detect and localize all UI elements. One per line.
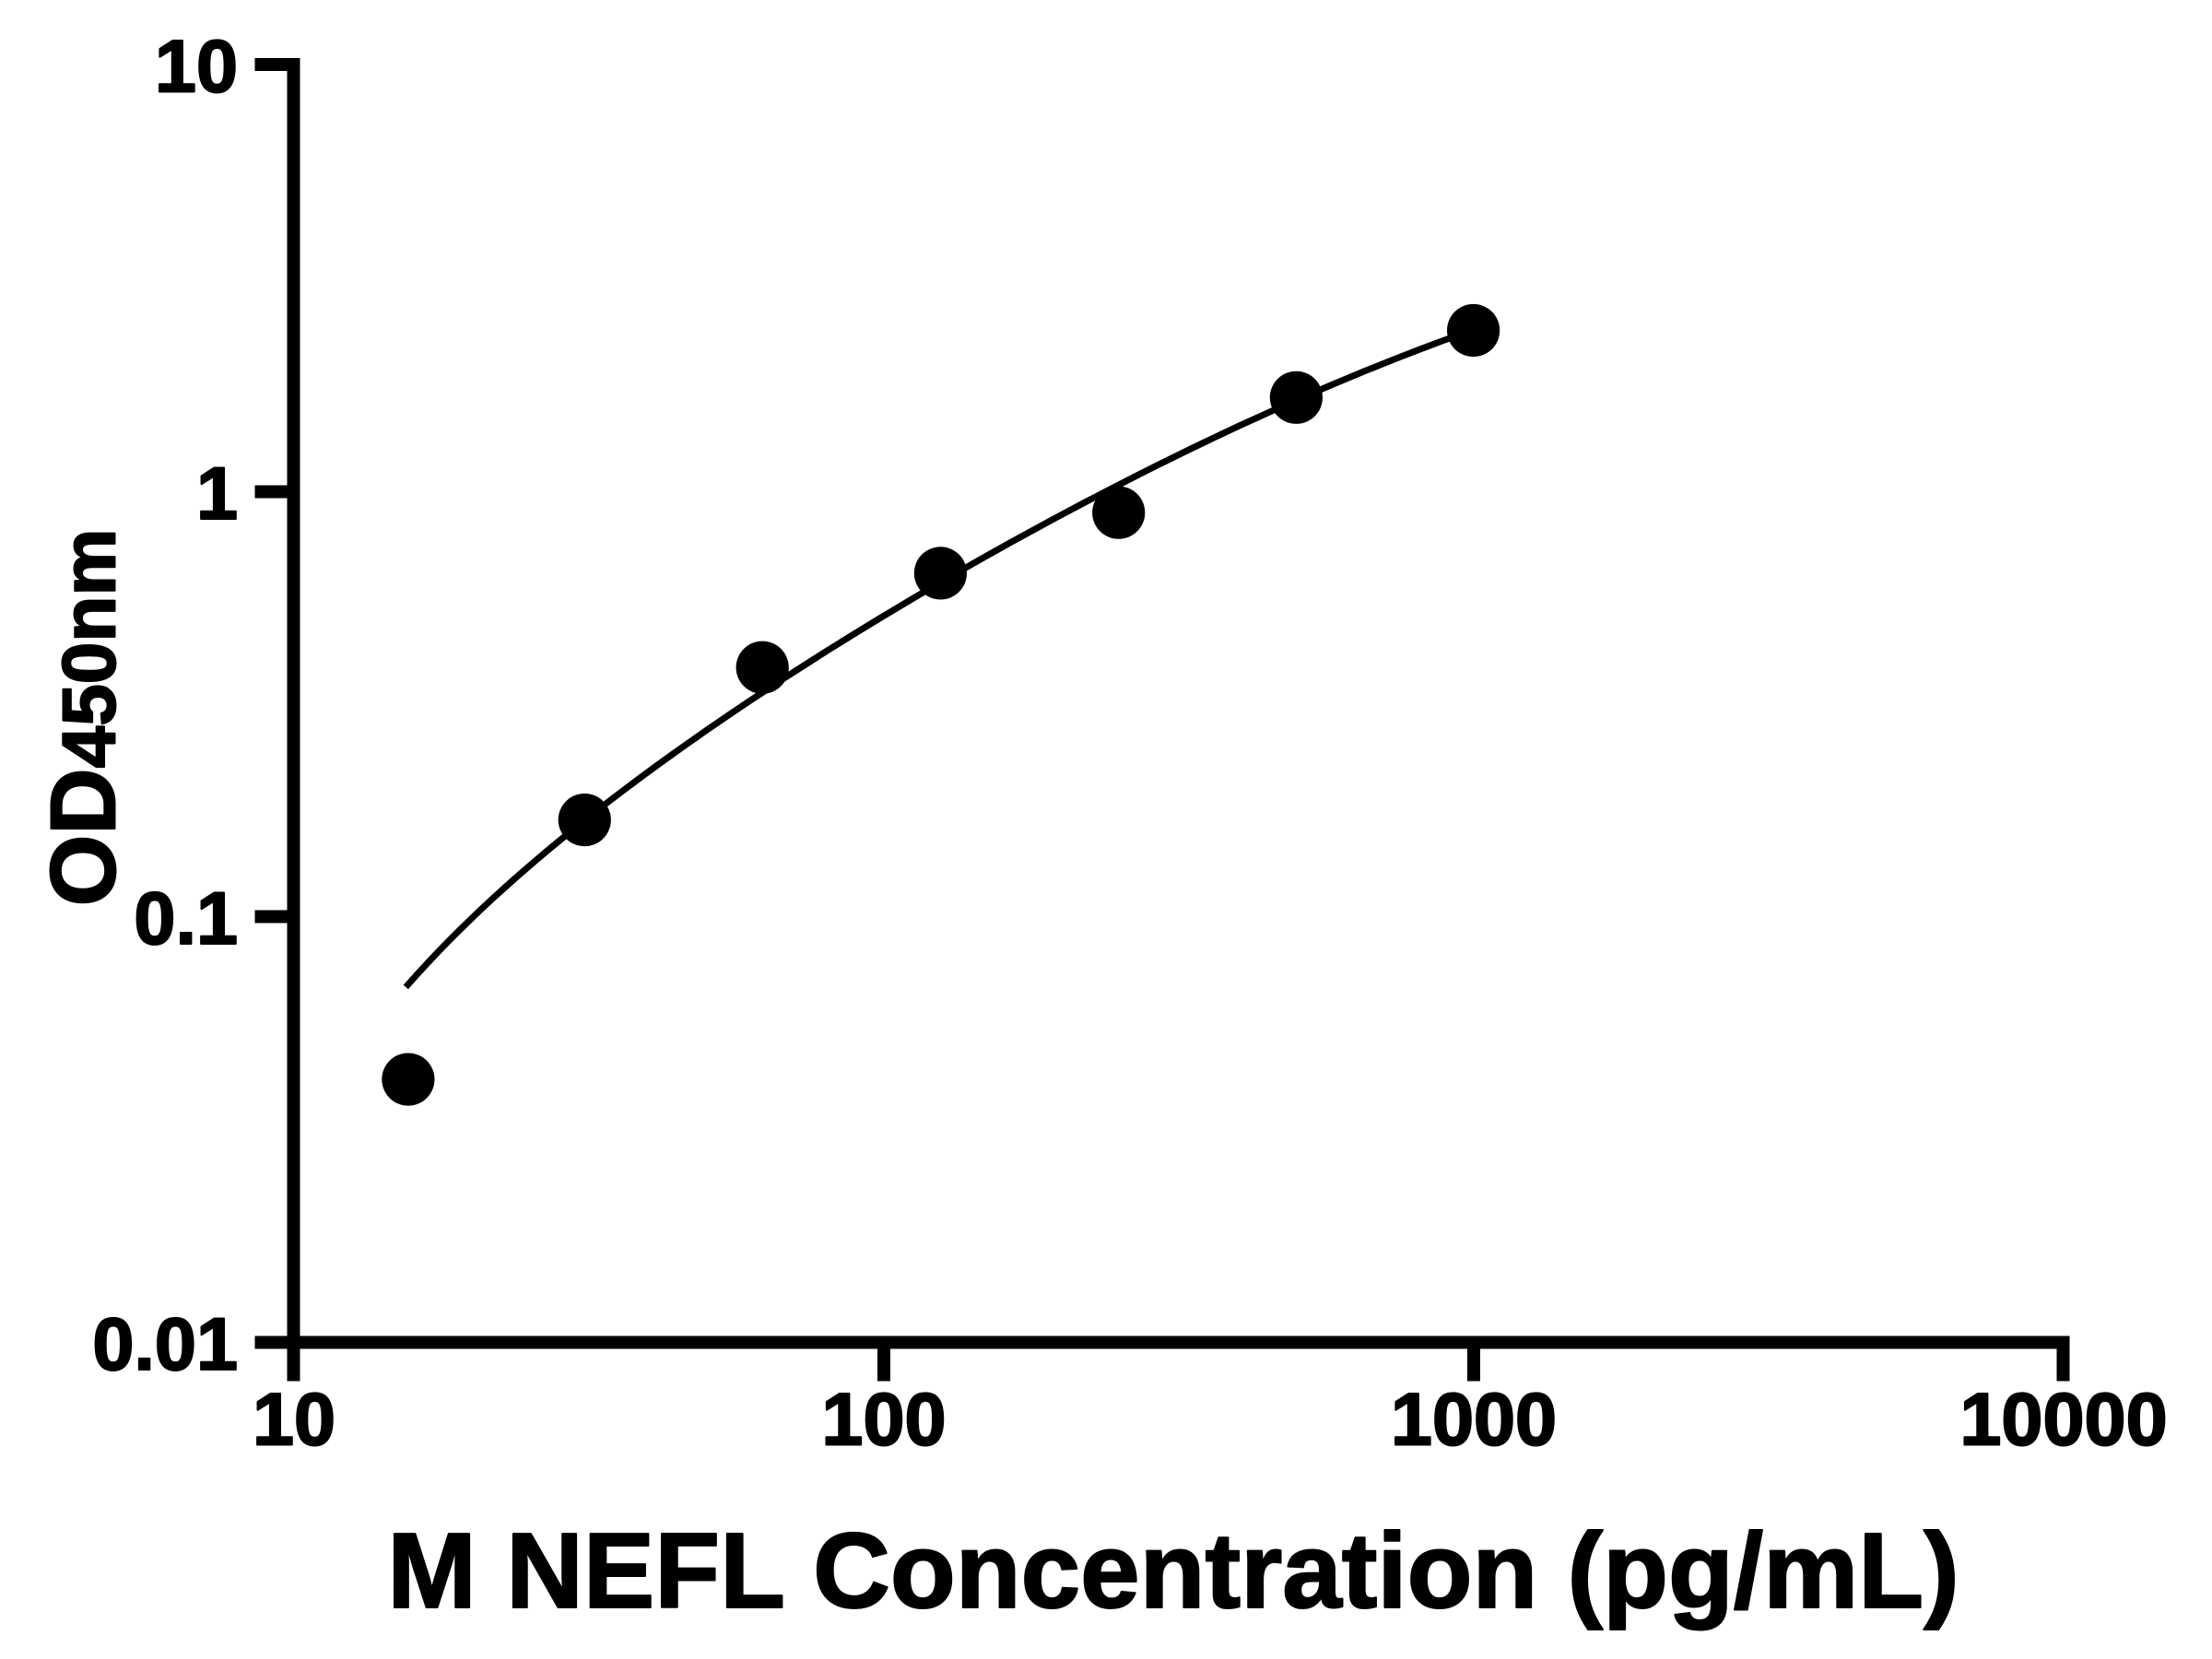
svg-text:0.1: 0.1 xyxy=(134,877,238,960)
svg-text:100: 100 xyxy=(821,1379,946,1462)
svg-text:10: 10 xyxy=(155,26,238,109)
svg-text:M NEFL Concentration (pg/mL): M NEFL Concentration (pg/mL) xyxy=(387,1511,1959,1630)
svg-text:0.01: 0.01 xyxy=(92,1303,238,1386)
svg-text:1000: 1000 xyxy=(1391,1379,1557,1462)
svg-text:10: 10 xyxy=(253,1379,335,1462)
svg-text:1: 1 xyxy=(196,453,238,535)
svg-text:OD450nm: OD450nm xyxy=(32,529,135,907)
svg-text:10000: 10000 xyxy=(1959,1379,2167,1462)
